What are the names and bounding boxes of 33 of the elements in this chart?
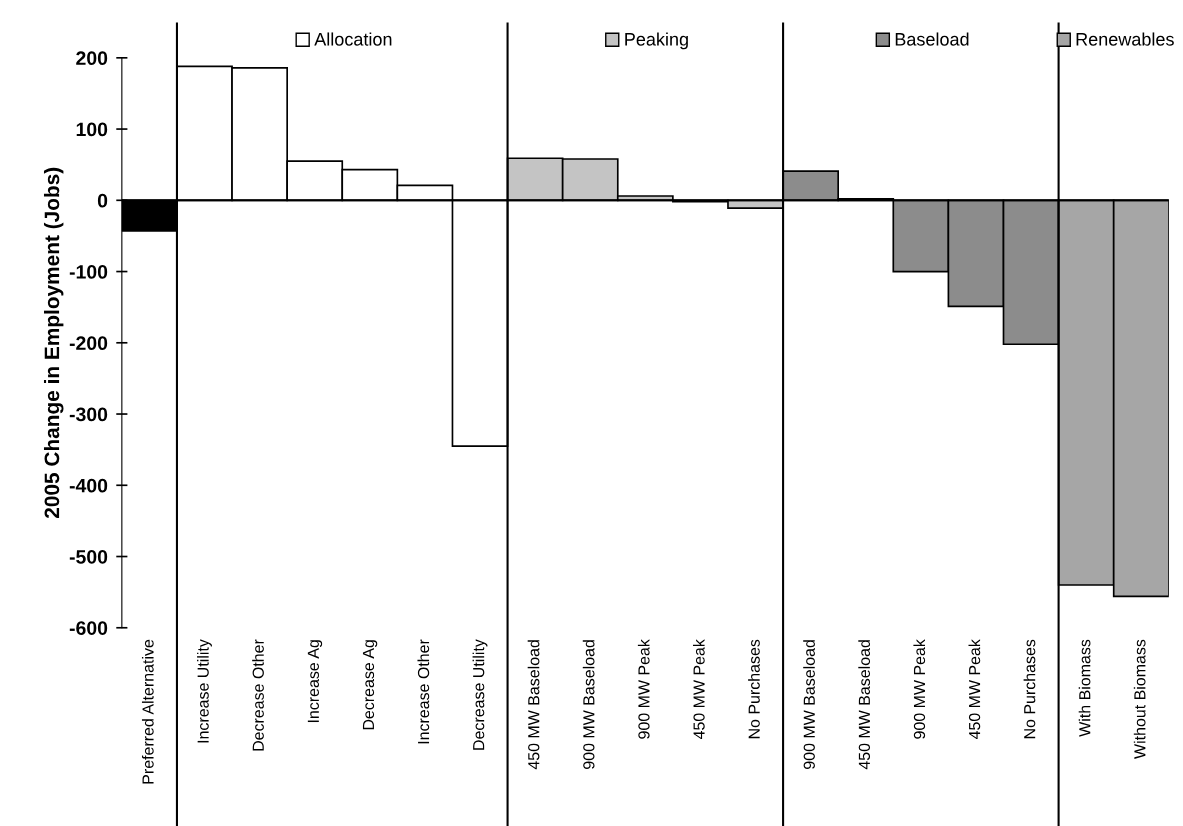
y-tick-label: 100 [76,122,108,137]
x-tick-label: Increase Ag [307,640,323,723]
legend-label: Baseload [895,32,969,46]
x-tick-label: Increase Utility [197,639,212,743]
x-tick-label: Without Biomass [1133,639,1146,759]
x-tick-label: No Purchases [748,639,760,739]
x-tick-label: Decrease Utility [472,639,488,750]
y-tick-label: -600 [69,621,108,635]
y-tick-label: 0 [97,193,108,208]
y-tick-label: 200 [76,51,108,66]
y-tick-label: -200 [69,336,108,351]
x-tick-label: Preferred Alternative [141,639,154,784]
x-tick-label: 450 MW Baseload [527,640,540,770]
legend-label: Renewables [1076,32,1174,46]
x-tick-label: Decrease Other [252,639,264,751]
x-tick-label: Decrease Ag [362,640,378,730]
y-tick-label: -500 [69,549,108,564]
x-tick-label: 900 MW Baseload [582,640,595,769]
x-tick-label: 450 MW Peak [968,639,981,740]
x-tick-label: 900 MW Peak [913,639,926,739]
y-tick-label: -400 [69,478,108,493]
legend-label: Peaking [625,32,688,50]
x-tick-label: 900 MW Peak [637,639,650,739]
x-tick-label: 450 MW Peak [692,639,705,740]
y-axis-title: 2005 Change in Employment (Jobs) [43,167,64,519]
x-tick-label: 450 MW Baseload [858,640,871,770]
x-tick-label: With Biomass [1078,639,1091,737]
y-tick-label: -100 [69,265,108,279]
x-tick-label: No Purchases [1023,639,1036,739]
y-tick-label: -300 [69,407,108,422]
x-tick-label: 900 MW Baseload [803,640,815,769]
legend-label: Allocation [314,32,392,46]
x-tick-label: Increase Other [417,639,430,744]
